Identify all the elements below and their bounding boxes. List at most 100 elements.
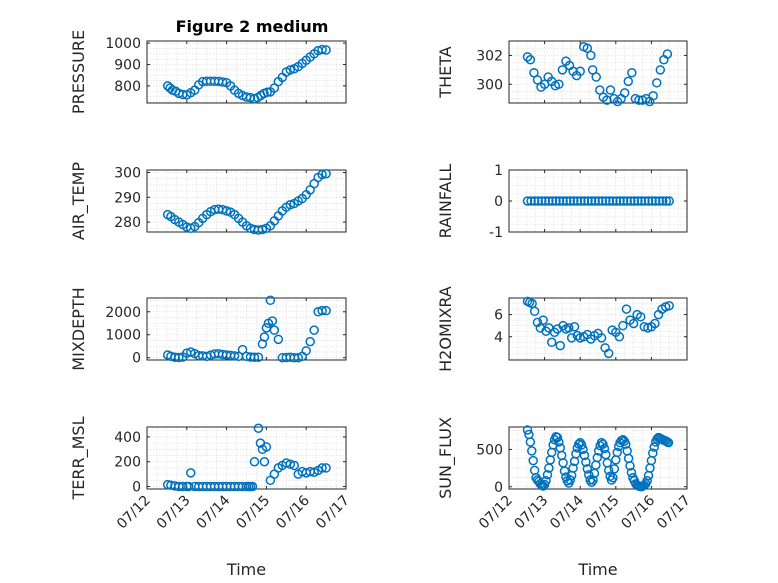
sun_flux-point	[538, 481, 548, 491]
theta-point	[623, 76, 634, 87]
mixdepth-ylabel: MIXDEPTH	[69, 287, 88, 370]
sun_flux-point	[663, 437, 674, 448]
sun_flux-point	[612, 447, 622, 458]
theta-point	[575, 66, 585, 77]
h2omixra-series	[522, 296, 674, 359]
terr_msl-point	[317, 463, 327, 473]
terr_msl-point	[261, 442, 272, 452]
terr_msl-xtick-label: 07/13	[154, 493, 194, 533]
sun_flux-axes-box	[508, 426, 688, 490]
terr_msl-point	[289, 460, 300, 471]
air_temp-point	[221, 206, 232, 216]
pressure-point	[262, 87, 272, 98]
theta-chart: 300 302 THETA	[436, 40, 688, 107]
figure-title: Figure 2 medium	[176, 17, 329, 36]
rainfall-point	[537, 196, 547, 206]
mixdepth-grid	[147, 298, 346, 360]
mixdepth-point	[293, 352, 303, 363]
pressure-series	[162, 44, 331, 104]
h2omixra-ytick-label: 6	[494, 308, 503, 324]
rainfall-point	[583, 196, 593, 206]
sun_flux-point	[528, 455, 538, 466]
sun_flux-point	[565, 475, 575, 485]
sun_flux-xlabel: Time	[577, 560, 617, 579]
rainfall-point	[597, 196, 608, 206]
sun_flux-point	[568, 463, 578, 473]
rainfall-point	[579, 196, 590, 206]
sun_flux-point	[592, 452, 603, 463]
h2omixra-point	[596, 333, 607, 343]
h2omixra-point	[555, 340, 566, 351]
rainfall-point	[643, 196, 654, 206]
mixdepth-point	[301, 346, 311, 356]
h2omixra-point	[538, 315, 548, 325]
rainfall-point	[640, 196, 650, 206]
terr_msl-ylabel: TERR_MSL	[69, 416, 89, 500]
pressure-ytick-label: 800	[114, 79, 141, 95]
sun_flux-point	[559, 466, 570, 476]
pressure-axes-box	[146, 40, 347, 104]
sun_flux-point	[649, 442, 659, 452]
mixdepth-point	[265, 295, 276, 306]
theta-point	[619, 88, 630, 98]
rainfall-point	[604, 196, 615, 206]
terr_msl-xtick-label: 07/16	[273, 492, 313, 532]
rainfall-point	[547, 196, 558, 206]
rainfall-point	[626, 196, 636, 206]
mixdepth-point	[249, 352, 260, 362]
mixdepth-point	[253, 352, 264, 362]
pressure-point	[285, 65, 296, 75]
air_temp-series	[162, 168, 331, 235]
sun_flux-point	[576, 440, 587, 450]
sun_flux-ylabel: SUN_FLUX	[436, 417, 456, 499]
pressure-point	[317, 44, 327, 55]
theta-point	[591, 72, 601, 82]
mixdepth-ytick-label: 1000	[105, 328, 141, 344]
sun_flux-point	[542, 470, 553, 480]
theta-point	[529, 67, 539, 78]
sun_flux-series	[522, 425, 674, 492]
rainfall-point	[551, 196, 561, 206]
rainfall-point	[576, 196, 586, 206]
sun_flux-point	[621, 439, 631, 449]
mixdepth-point	[309, 325, 319, 335]
theta-point	[525, 54, 536, 65]
rainfall-point	[636, 196, 647, 206]
rainfall-point	[664, 196, 674, 206]
mixdepth-point	[267, 316, 278, 326]
rainfall-point	[540, 196, 551, 206]
rainfall-ylabel: RAINFALL	[436, 164, 455, 239]
pressure-ytick-label: 1000	[105, 36, 141, 52]
mixdepth-chart: 0 1000 2000 MIXDEPTH	[69, 287, 347, 371]
h2omixra-point	[603, 348, 614, 359]
h2omixra-point	[564, 323, 574, 333]
sun_flux-point	[593, 446, 604, 456]
mixdepth-point	[305, 336, 315, 347]
rainfall-point	[654, 196, 664, 206]
theta-point	[554, 79, 564, 90]
air_temp-point	[257, 224, 268, 235]
h2omixra-axes-box	[508, 297, 688, 361]
theta-point	[655, 65, 666, 75]
sun_flux-point	[585, 475, 595, 485]
h2omixra-point	[529, 306, 540, 317]
theta-point	[595, 85, 605, 95]
terr_msl-point	[259, 456, 270, 467]
sun_flux-point	[603, 465, 614, 476]
theta-point	[586, 50, 596, 61]
pressure-point	[217, 77, 228, 87]
h2omixra-point	[664, 301, 674, 311]
mixdepth-point	[237, 344, 248, 355]
rainfall-point	[658, 196, 668, 206]
terr_msl-chart: 0 200 400 07/12 07/13 07/14 07/15 07/16 07/17 Tim…	[69, 416, 353, 579]
rainfall-point	[615, 196, 625, 206]
h2omixra-ytick-label: 4	[494, 330, 503, 346]
rainfall-point	[601, 196, 611, 206]
terr_msl-xtick-label: 07/14	[194, 492, 234, 532]
pressure-chart: 800 900 1000 PRESSURE	[69, 30, 347, 114]
theta-grid	[509, 41, 687, 103]
mixdepth-series	[162, 295, 331, 363]
theta-point	[648, 91, 658, 101]
sun_flux-point	[571, 449, 581, 459]
